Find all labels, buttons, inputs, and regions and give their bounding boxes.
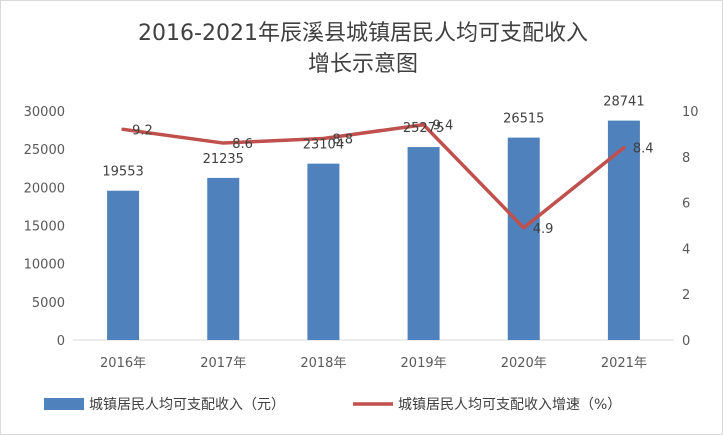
line-data-label: 8.4	[633, 142, 654, 157]
y-right-tick-label: 6	[682, 197, 690, 212]
legend: 城镇居民人均可支配收入（元） 城镇居民人均可支配收入增速（%）	[44, 397, 621, 413]
x-tick-label: 2016年	[100, 356, 146, 371]
bar-data-label: 23104	[303, 138, 344, 153]
bar	[507, 137, 540, 340]
line-data-label: 9.2	[132, 123, 153, 138]
y-left-tick-label: 30000	[24, 105, 65, 120]
y-left-tick-label: 25000	[24, 143, 65, 158]
legend-income-label: 城镇居民人均可支配收入（元）	[89, 397, 285, 413]
y-left-tick-label: 10000	[24, 258, 65, 273]
y-right-tick-label: 0	[682, 334, 690, 349]
bar-data-label: 19553	[102, 165, 143, 180]
y-right-tick-label: 2	[682, 288, 690, 303]
line-data-label: 4.9	[533, 222, 554, 237]
data-labels-group: 19553 21235 23104 25275 26515 28741 9.2 8.6 8.8 9…	[102, 95, 653, 237]
x-tick-label: 2020年	[501, 356, 547, 371]
chart-title-line-1: 2016-2021年辰溪县城镇居民人均可支配收入	[138, 21, 588, 46]
x-tick-label: 2021年	[601, 356, 647, 371]
y-right-tick-label: 4	[682, 242, 690, 257]
line-data-label: 8.8	[332, 132, 353, 147]
axes-group: 0 5000 10000 15000 20000 25000 30000 0 2 4 6 8 10 201…	[24, 105, 699, 371]
bars-group	[107, 120, 640, 340]
x-tick-label: 2018年	[300, 356, 346, 371]
y-left-tick-label: 15000	[24, 220, 65, 235]
x-tick-label: 2019年	[401, 356, 447, 371]
y-right-tick-label: 10	[682, 105, 699, 120]
bar-data-label: 26515	[503, 112, 544, 127]
growth-rate-line	[121, 122, 626, 230]
chart-title-line-2: 增长示意图	[308, 52, 418, 77]
bar-data-label: 21235	[203, 152, 244, 167]
x-tick-label: 2017年	[200, 356, 246, 371]
bar	[107, 190, 140, 340]
bar	[207, 177, 240, 340]
legend-income-swatch	[44, 398, 84, 410]
line-data-label: 8.6	[232, 137, 253, 152]
bar	[307, 163, 340, 340]
line-data-label: 9.4	[433, 119, 454, 134]
y-left-tick-label: 20000	[24, 181, 65, 196]
y-left-tick-label: 0	[57, 334, 65, 349]
legend-growth-label: 城镇居民人均可支配收入增速（%）	[398, 397, 621, 413]
y-right-tick-label: 8	[682, 151, 690, 166]
bar	[407, 147, 440, 340]
line-group	[121, 122, 626, 230]
bar-data-label: 25275	[403, 121, 444, 136]
bar-data-label: 28741	[603, 95, 644, 110]
y-left-tick-label: 5000	[32, 296, 65, 311]
